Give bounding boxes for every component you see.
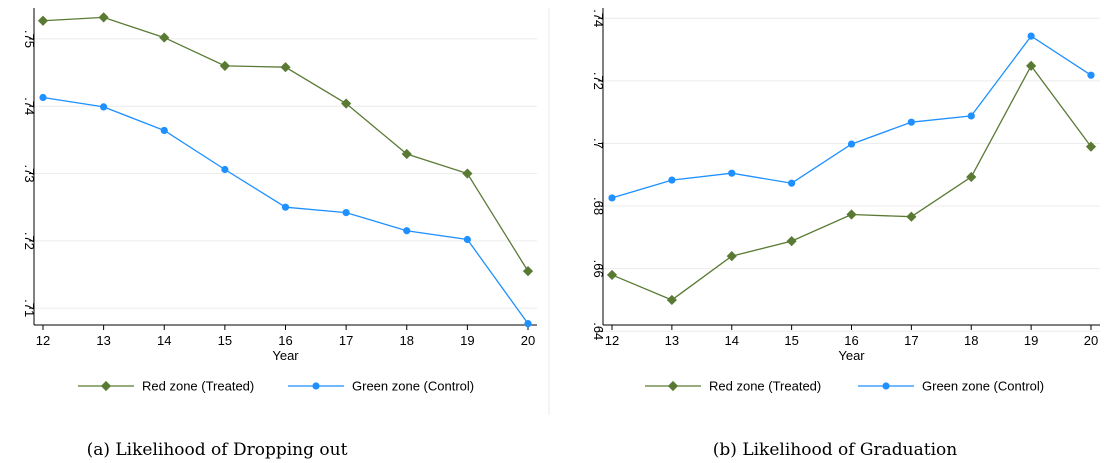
x-tick-label: 20	[521, 333, 535, 348]
data-point	[522, 266, 534, 277]
y-tick-label: .74	[591, 9, 606, 27]
x-tick-label: 12	[605, 333, 619, 348]
data-point	[219, 60, 230, 71]
x-tick-label: 15	[218, 333, 232, 348]
y-tick-label: .64	[591, 322, 606, 340]
y-tick-label: .7	[591, 138, 606, 149]
data-point	[907, 118, 915, 126]
diamond-marker-icon	[100, 380, 112, 392]
data-point	[966, 171, 977, 183]
series-green-zone	[608, 32, 1095, 202]
legend-label: Green zone (Control)	[922, 379, 1044, 394]
y-tick-label: .71	[22, 299, 37, 317]
data-point	[608, 194, 616, 202]
data-point	[606, 269, 618, 281]
figure-caption: (a) Likelihood of Dropping out	[87, 440, 348, 460]
x-tick-label: 17	[339, 333, 353, 348]
data-point	[100, 103, 108, 111]
data-point	[1087, 71, 1095, 79]
data-point	[463, 235, 471, 244]
diamond-marker-icon	[667, 380, 679, 392]
data-point	[1026, 60, 1037, 71]
x-tick-label: 14	[725, 333, 739, 348]
series-line	[611, 64, 1092, 301]
data-point	[788, 179, 796, 187]
x-tick-label: 18	[964, 333, 978, 348]
legend-entry: Red zone (Treated)	[645, 379, 821, 394]
legend-label: Red zone (Treated)	[142, 379, 254, 394]
data-point	[524, 320, 532, 328]
data-point	[1027, 32, 1035, 40]
x-tick-label: 19	[460, 333, 474, 348]
legend-label: Red zone (Treated)	[709, 379, 821, 394]
data-point	[403, 227, 411, 235]
chart-panel-dropout: .71 .72 .73 .74 .75 12 13 14 15 16 17 18 19 20 Year Red…	[22, 8, 537, 460]
x-tick-label: 19	[1024, 333, 1038, 348]
chart-panel-graduation: .64 .66 .68 .7 .72 .74 12 13 14 15 16 17 18 19 20 Year R…	[591, 8, 1100, 460]
y-tick-label: .68	[591, 197, 606, 215]
x-tick-label: 17	[904, 333, 918, 348]
data-point	[159, 32, 170, 43]
data-point	[37, 15, 49, 26]
x-tick-label: 18	[400, 333, 414, 348]
data-point	[401, 148, 412, 160]
legend-entry: Red zone (Treated)	[78, 379, 254, 394]
y-tick-label: .72	[22, 232, 37, 250]
data-point	[728, 169, 736, 177]
series-line	[611, 35, 1092, 199]
y-tick-label: .72	[591, 72, 606, 90]
data-point	[160, 126, 168, 135]
data-point	[846, 209, 857, 220]
x-tick-label: 20	[1084, 333, 1098, 348]
data-point	[342, 208, 350, 217]
y-tick-label: .66	[591, 260, 606, 278]
series-red-zone	[37, 12, 534, 277]
y-tick-label: .75	[22, 30, 37, 48]
y-tick-label: .74	[22, 97, 37, 115]
x-axis-title: Year	[838, 348, 865, 363]
data-point	[221, 165, 229, 174]
data-point	[906, 211, 917, 222]
legend-entry: Green zone (Control)	[858, 379, 1044, 394]
data-point	[280, 62, 291, 73]
data-point	[281, 203, 290, 211]
series-green-zone	[39, 93, 532, 328]
legend-entry: Green zone (Control)	[288, 379, 474, 394]
data-point	[668, 176, 676, 184]
data-point	[666, 294, 677, 306]
series-red-zone	[606, 60, 1097, 306]
circle-marker-icon	[882, 382, 890, 390]
data-point	[1085, 141, 1097, 152]
data-point	[726, 251, 737, 262]
data-point	[341, 98, 352, 109]
series-line	[42, 16, 529, 272]
x-tick-label: 13	[665, 333, 679, 348]
x-axis-title: Year	[272, 348, 299, 363]
figure-caption: (b) Likelihood of Graduation	[713, 440, 957, 460]
x-tick-label: 12	[36, 333, 50, 348]
data-point	[462, 168, 473, 179]
x-tick-label: 13	[96, 333, 110, 348]
x-tick-label: 16	[844, 333, 858, 348]
data-point	[967, 112, 975, 120]
x-tick-label: 16	[278, 333, 292, 348]
x-tick-label: 14	[157, 333, 171, 348]
data-point	[39, 93, 47, 102]
legend-label: Green zone (Control)	[352, 379, 474, 394]
y-tick-label: .73	[22, 165, 37, 183]
circle-marker-icon	[312, 382, 320, 390]
data-point	[786, 236, 797, 247]
data-point	[847, 140, 856, 148]
x-tick-label: 15	[784, 333, 798, 348]
data-point	[98, 12, 109, 23]
